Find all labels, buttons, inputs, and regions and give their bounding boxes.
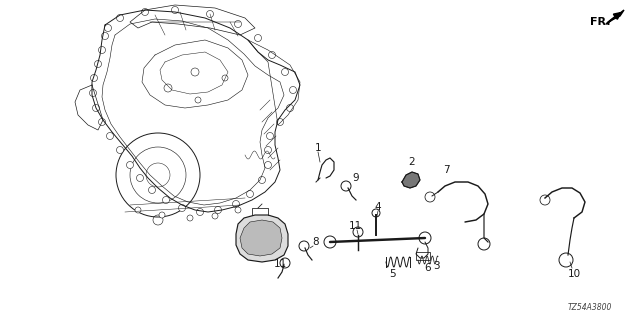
Circle shape xyxy=(172,6,179,13)
Circle shape xyxy=(234,20,241,28)
Circle shape xyxy=(148,187,156,194)
Circle shape xyxy=(102,33,109,39)
Text: 2: 2 xyxy=(409,157,415,167)
Circle shape xyxy=(90,90,97,97)
Circle shape xyxy=(187,215,193,221)
Polygon shape xyxy=(240,220,282,256)
Circle shape xyxy=(106,132,113,140)
Circle shape xyxy=(179,204,186,212)
Circle shape xyxy=(276,118,284,125)
Text: 7: 7 xyxy=(443,165,449,175)
Text: 9: 9 xyxy=(353,173,359,183)
Text: TZ54A3800: TZ54A3800 xyxy=(568,303,612,313)
Polygon shape xyxy=(236,215,288,262)
Text: 1: 1 xyxy=(315,143,321,153)
Circle shape xyxy=(212,213,218,219)
Circle shape xyxy=(214,206,221,213)
Text: 8: 8 xyxy=(313,237,319,247)
Circle shape xyxy=(136,174,143,181)
Polygon shape xyxy=(606,10,624,24)
Circle shape xyxy=(264,162,271,169)
Circle shape xyxy=(255,35,262,42)
Circle shape xyxy=(289,86,296,93)
Circle shape xyxy=(232,201,239,207)
Circle shape xyxy=(159,212,165,218)
Text: 11: 11 xyxy=(273,259,287,269)
Circle shape xyxy=(116,14,124,21)
Polygon shape xyxy=(402,172,420,188)
Text: 11: 11 xyxy=(348,221,362,231)
Circle shape xyxy=(372,209,380,217)
Circle shape xyxy=(104,25,111,31)
Circle shape xyxy=(246,190,253,197)
Circle shape xyxy=(135,207,141,213)
Bar xyxy=(416,252,430,260)
Circle shape xyxy=(196,209,204,215)
Circle shape xyxy=(99,118,106,125)
Circle shape xyxy=(259,177,266,183)
Circle shape xyxy=(269,52,275,59)
Circle shape xyxy=(264,147,271,154)
Text: 6: 6 xyxy=(425,263,431,273)
Circle shape xyxy=(266,132,273,140)
Circle shape xyxy=(95,60,102,68)
Circle shape xyxy=(163,196,170,204)
Circle shape xyxy=(127,162,134,169)
Circle shape xyxy=(116,147,124,154)
Circle shape xyxy=(235,207,241,213)
Text: 4: 4 xyxy=(374,202,381,212)
Circle shape xyxy=(207,11,214,18)
Circle shape xyxy=(90,75,97,82)
Circle shape xyxy=(141,9,148,15)
Circle shape xyxy=(93,105,99,111)
Text: 10: 10 xyxy=(568,269,580,279)
Text: 3: 3 xyxy=(433,261,439,271)
Circle shape xyxy=(99,46,106,53)
Circle shape xyxy=(287,105,294,111)
Circle shape xyxy=(282,68,289,76)
Text: FR.: FR. xyxy=(590,17,611,27)
Text: 5: 5 xyxy=(388,269,396,279)
